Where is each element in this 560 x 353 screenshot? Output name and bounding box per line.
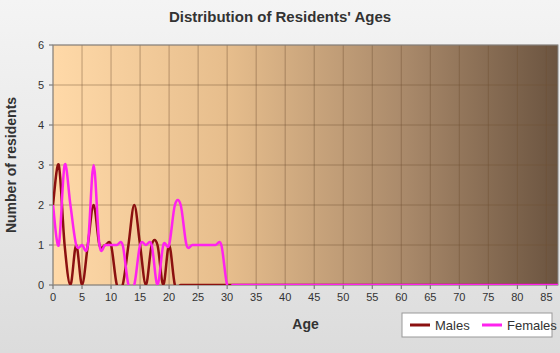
tick-x	[430, 285, 431, 289]
legend: Males Females	[402, 313, 557, 337]
legend-swatch	[410, 324, 430, 327]
tick-y	[49, 165, 53, 166]
y-axis-label: Number of residents	[3, 97, 19, 233]
tick-x	[285, 285, 286, 289]
tick-x	[488, 285, 489, 289]
grid-line-y	[53, 125, 558, 126]
tick-x	[459, 285, 460, 289]
tick-label-x: 50	[337, 291, 349, 303]
chart: Distribution of Residents' Ages051015202…	[0, 0, 560, 353]
tick-label-y: 6	[38, 39, 44, 51]
background	[0, 0, 560, 353]
tick-label-y: 1	[38, 239, 44, 251]
tick-x	[198, 285, 199, 289]
series-line	[53, 164, 558, 285]
tick-y	[49, 245, 53, 246]
tick-x	[227, 285, 228, 289]
tick-x	[140, 285, 141, 289]
series-line	[53, 164, 558, 285]
title: Distribution of Residents' Ages	[169, 8, 391, 25]
tick-label-y: 5	[38, 79, 44, 91]
tick-label-y: 0	[38, 279, 44, 291]
tick-label-x: 70	[453, 291, 465, 303]
tick-label-x: 30	[221, 291, 233, 303]
tick-x	[372, 285, 373, 289]
tick-label-x: 10	[105, 291, 117, 303]
tick-label-x: 75	[482, 291, 494, 303]
tick-label-x: 80	[511, 291, 523, 303]
tick-label-x: 65	[424, 291, 436, 303]
tick-label-x: 60	[395, 291, 407, 303]
tick-label-x: 5	[79, 291, 85, 303]
tick-y	[49, 285, 53, 286]
tick-y	[49, 205, 53, 206]
grid-line-y	[53, 165, 558, 166]
x-axis-label: Age	[292, 316, 319, 332]
tick-x	[82, 285, 83, 289]
tick-y	[49, 45, 53, 46]
tick-x	[401, 285, 402, 289]
legend-swatch	[482, 324, 502, 327]
tick-x	[111, 285, 112, 289]
tick-label-x: 45	[308, 291, 320, 303]
tick-label-y: 4	[38, 119, 44, 131]
tick-label-x: 85	[540, 291, 552, 303]
tick-y	[49, 85, 53, 86]
tick-label-x: 0	[50, 291, 56, 303]
legend-label: Females	[507, 318, 557, 333]
tick-label-x: 20	[163, 291, 175, 303]
tick-label-x: 35	[250, 291, 262, 303]
tick-x	[53, 285, 54, 289]
tick-label-y: 2	[38, 199, 44, 211]
tick-label-x: 55	[366, 291, 378, 303]
tick-label-x: 40	[279, 291, 291, 303]
tick-x	[517, 285, 518, 289]
tick-label-x: 25	[192, 291, 204, 303]
tick-x	[546, 285, 547, 289]
tick-x	[314, 285, 315, 289]
tick-label-y: 3	[38, 159, 44, 171]
tick-x	[256, 285, 257, 289]
tick-y	[49, 125, 53, 126]
tick-x	[343, 285, 344, 289]
series-group	[53, 164, 558, 285]
tick-label-x: 15	[134, 291, 146, 303]
grid-line-y	[53, 85, 558, 86]
grid-line-y	[53, 205, 558, 206]
tick-x	[169, 285, 170, 289]
legend-label: Males	[435, 318, 470, 333]
